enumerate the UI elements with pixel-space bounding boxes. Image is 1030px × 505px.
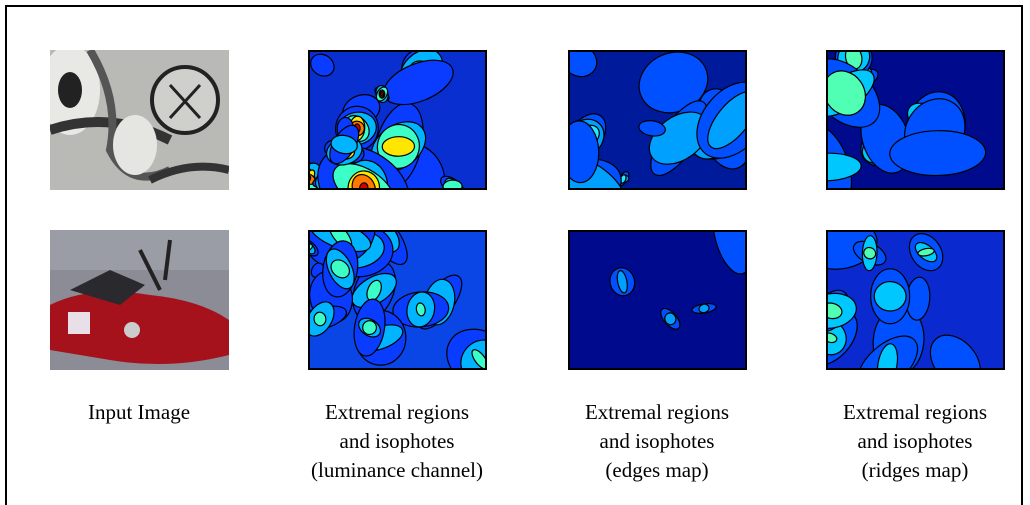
caption-line: (ridges map) — [795, 456, 1030, 485]
isophote-map — [568, 230, 747, 370]
caption-line: (luminance channel) — [277, 456, 517, 485]
caption: Input Image — [19, 398, 259, 427]
isophote-map — [826, 230, 1005, 370]
caption: Extremal regions and isophotes (edges ma… — [537, 398, 777, 485]
caption-line: (edges map) — [537, 456, 777, 485]
caption: Extremal regions and isophotes (luminanc… — [277, 398, 517, 485]
isophote-map — [568, 50, 747, 190]
caption-line: Extremal regions — [277, 398, 517, 427]
caption-line: Extremal regions — [795, 398, 1030, 427]
caption-line: and isophotes — [795, 427, 1030, 456]
isophote-map — [308, 230, 487, 370]
isophote-map — [826, 50, 1005, 190]
isophote-map — [308, 50, 487, 190]
caption: Extremal regions and isophotes (ridges m… — [795, 398, 1030, 485]
caption-line: and isophotes — [537, 427, 777, 456]
input-image-face — [50, 50, 229, 190]
page: Input Image Extremal regions and isophot… — [0, 0, 1030, 490]
caption-line: Input Image — [19, 398, 259, 427]
caption-line: and isophotes — [277, 427, 517, 456]
caption-line: Extremal regions — [537, 398, 777, 427]
input-image-motorbike — [50, 230, 229, 370]
